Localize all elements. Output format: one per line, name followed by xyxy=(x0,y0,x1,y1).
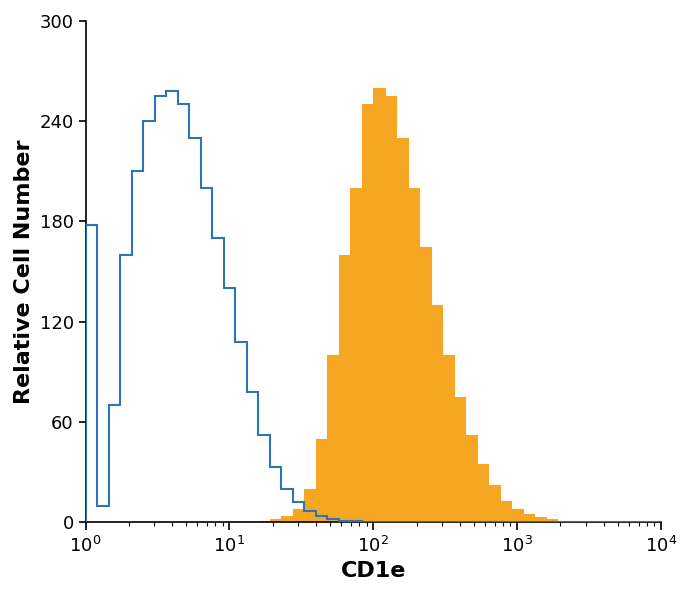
X-axis label: CD1e: CD1e xyxy=(341,561,406,581)
Y-axis label: Relative Cell Number: Relative Cell Number xyxy=(14,139,34,404)
